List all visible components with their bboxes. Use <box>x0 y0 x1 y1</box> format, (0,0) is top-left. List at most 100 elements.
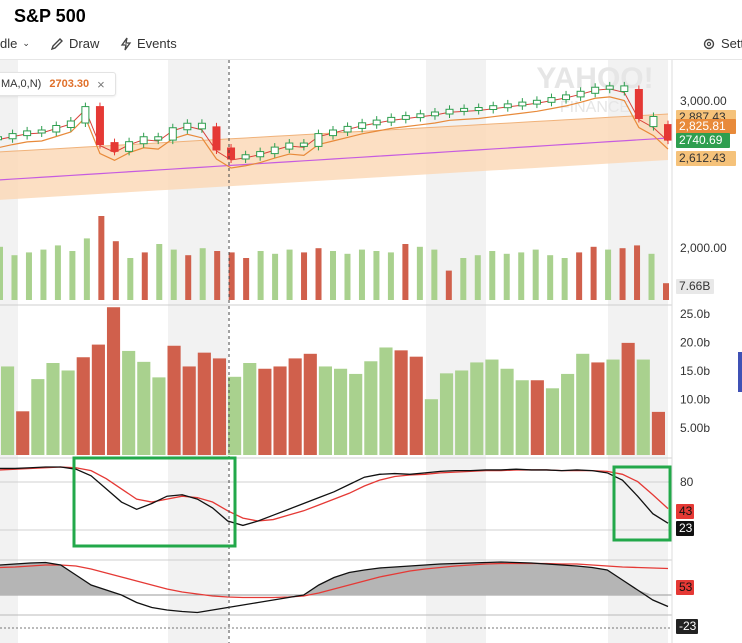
candle-body <box>52 125 61 133</box>
candle-body <box>241 154 250 160</box>
volume-bar <box>112 241 119 300</box>
volume-bar-large <box>636 359 650 455</box>
volume-bar-large <box>606 359 620 455</box>
volume-bar <box>272 253 279 300</box>
volume-bar <box>0 246 3 300</box>
volume-bar-large <box>651 411 665 455</box>
candle-body <box>576 90 585 98</box>
volume-bar-large <box>424 399 438 455</box>
volume-bar-large <box>334 368 348 455</box>
volume-bar-large <box>137 361 151 455</box>
volume-label: 7.66B <box>679 279 710 293</box>
candle-body <box>562 94 571 101</box>
candle-body <box>591 86 600 94</box>
volume-bar-large <box>76 357 90 455</box>
volume-bar <box>663 283 669 300</box>
volume-tick-label: 15.0b <box>680 364 710 378</box>
gear-icon <box>703 38 715 49</box>
candle-body <box>212 126 221 151</box>
candle-body <box>445 108 454 115</box>
volume-bar <box>344 253 351 300</box>
stoch-k-line <box>0 466 669 527</box>
candle-body <box>81 106 90 124</box>
highlight-box <box>72 456 237 548</box>
volume-bar <box>69 251 76 300</box>
volume-bar <box>474 255 481 300</box>
osc-end-label-bg <box>676 619 698 634</box>
volume-bar-large <box>31 379 45 455</box>
volume-bar <box>185 255 192 300</box>
shade-band <box>0 60 18 643</box>
volume-bar <box>445 270 452 300</box>
close-icon[interactable]: × <box>97 76 105 92</box>
volume-bar-large <box>1 366 15 455</box>
draw-button[interactable]: Draw <box>50 36 99 51</box>
volume-bar-large <box>470 362 484 455</box>
candle-body <box>489 105 498 110</box>
volume-bar <box>431 249 438 300</box>
osc-end-label: 53 <box>679 580 693 594</box>
osc-main-line <box>0 561 669 614</box>
candle-body <box>37 129 46 134</box>
price-panel <box>0 81 672 200</box>
candle-body <box>0 136 2 141</box>
volume-bar <box>286 249 293 300</box>
page-title: S&P 500 <box>14 6 86 26</box>
axis-labels: 3,000.002,000.002,887.432,825.812740.692… <box>676 94 742 634</box>
volume-bar <box>561 258 568 300</box>
candle-body <box>416 113 425 119</box>
price-label-bg <box>676 119 736 134</box>
volume-bar-large <box>122 350 136 455</box>
volume-bar <box>243 258 250 300</box>
volume-bar <box>257 251 264 300</box>
candle-body <box>474 107 483 111</box>
stochastic-panel <box>0 466 672 531</box>
stoch-tick-label: 80 <box>680 475 694 489</box>
volume-bar-large <box>349 373 363 455</box>
settings-label: Setti <box>721 36 742 51</box>
price-label-bg <box>676 133 730 148</box>
indicator-chip[interactable]: MA,0,N) 2703.30 × <box>0 72 116 96</box>
volume-overlay-panel <box>0 216 669 300</box>
volume-bar-large <box>273 366 287 455</box>
volume-bar <box>503 253 510 300</box>
stoch-end-label: 43 <box>679 504 693 518</box>
osc-signal-line <box>0 562 669 599</box>
volume-bar <box>301 252 308 300</box>
volume-bar <box>619 248 626 300</box>
volume-bar <box>634 245 641 300</box>
volume-bar-large <box>91 344 105 455</box>
candle-body <box>532 99 541 105</box>
volume-bar <box>25 252 32 300</box>
candle-body <box>343 125 352 133</box>
events-label: Events <box>137 36 177 51</box>
candle-body <box>299 142 308 147</box>
volume-bar <box>315 248 322 300</box>
chart-type-label: dle <box>0 36 18 51</box>
volume-bar-large <box>364 361 378 455</box>
price-label-bg <box>676 151 736 166</box>
volume-bar <box>547 255 554 300</box>
chart-type-dropdown[interactable]: dle ⌄ <box>0 36 30 51</box>
volume-bar <box>358 249 365 300</box>
price-label: 2,825.81 <box>679 119 726 133</box>
volume-bar-large <box>182 366 196 455</box>
candle-body <box>547 97 556 103</box>
indicator-name: MA,0,N) <box>1 78 42 90</box>
volume-bar-large <box>545 388 560 455</box>
volume-bar-large <box>61 370 75 455</box>
candle-body <box>401 115 410 120</box>
candle-body <box>314 133 323 147</box>
candle-body <box>430 111 439 117</box>
volume-bar-large <box>288 358 302 455</box>
events-button[interactable]: Events <box>120 36 177 51</box>
volume-bar <box>605 249 612 300</box>
candle-body <box>168 127 177 141</box>
stoch-end-label: 23 <box>679 521 693 535</box>
volume-bar <box>156 244 163 300</box>
settings-button[interactable]: Setti <box>702 36 742 51</box>
ema-line <box>0 96 669 169</box>
volume-bar-large <box>485 359 499 455</box>
candle-body <box>518 101 527 107</box>
